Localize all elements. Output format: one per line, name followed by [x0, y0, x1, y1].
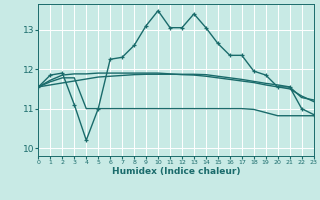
X-axis label: Humidex (Indice chaleur): Humidex (Indice chaleur)	[112, 167, 240, 176]
